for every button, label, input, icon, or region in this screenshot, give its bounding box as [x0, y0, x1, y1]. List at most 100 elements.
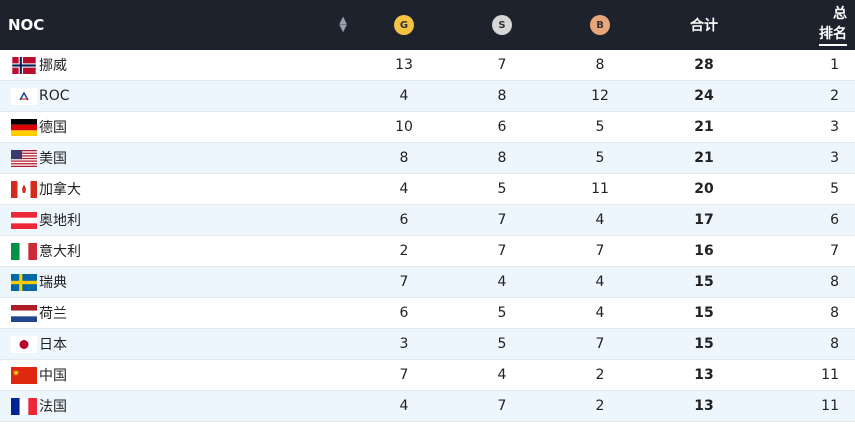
- gold-count: 10: [395, 119, 413, 135]
- table-row[interactable]: 意大利 2 7 7 16 7: [0, 236, 855, 267]
- gold-count: 8: [399, 150, 409, 166]
- gold-medal-icon: G: [394, 15, 414, 35]
- gold-count: 4: [399, 181, 409, 197]
- rank-value: 5: [830, 181, 839, 197]
- total-column-header[interactable]: 合计: [649, 15, 759, 35]
- country-name[interactable]: 加拿大: [39, 182, 81, 198]
- country-name[interactable]: 法国: [39, 399, 67, 415]
- table-row[interactable]: 加拿大 4 5 11 20 5: [0, 174, 855, 205]
- country-name[interactable]: 瑞典: [39, 275, 67, 291]
- gold-count: 4: [399, 88, 409, 104]
- country-cell[interactable]: 加拿大: [0, 179, 355, 199]
- austria-flag-icon: [11, 211, 37, 229]
- total-count: 17: [694, 212, 714, 228]
- country-name[interactable]: 意大利: [39, 244, 81, 260]
- country-cell[interactable]: 意大利: [0, 241, 355, 261]
- country-cell[interactable]: ROC: [0, 87, 355, 105]
- total-count: 28: [694, 57, 714, 73]
- silver-count: 5: [497, 305, 507, 321]
- country-name[interactable]: 荷兰: [39, 306, 67, 322]
- country-cell[interactable]: 挪威: [0, 55, 355, 75]
- rank-column-header[interactable]: 总 排名: [759, 0, 855, 50]
- country-name[interactable]: ROC: [39, 88, 70, 104]
- country-cell[interactable]: 法国: [0, 396, 355, 416]
- total-count: 16: [694, 243, 714, 259]
- table-header: NOC ▲ ▼ G S B 合计 总 排名: [0, 0, 855, 50]
- rank-value: 7: [830, 243, 839, 259]
- table-row[interactable]: ROC 4 8 12 24 2: [0, 81, 855, 112]
- table-row[interactable]: 法国 4 7 2 13 11: [0, 391, 855, 422]
- silver-count: 4: [497, 274, 507, 290]
- bronze-count: 5: [595, 150, 605, 166]
- noc-column-header[interactable]: NOC ▲ ▼: [0, 15, 355, 35]
- country-cell[interactable]: 瑞典: [0, 272, 355, 292]
- country-name[interactable]: 德国: [39, 120, 67, 136]
- silver-medal-icon: S: [492, 15, 512, 35]
- rank-header-line1: 总: [833, 6, 847, 22]
- gold-count: 4: [399, 398, 409, 414]
- germany-flag-icon: [11, 118, 37, 136]
- country-name[interactable]: 奥地利: [39, 213, 81, 229]
- silver-count: 5: [497, 181, 507, 197]
- country-cell[interactable]: 日本: [0, 334, 355, 354]
- table-row[interactable]: 日本 3 5 7 15 8: [0, 329, 855, 360]
- gold-column-header[interactable]: G: [355, 15, 453, 35]
- country-cell[interactable]: 荷兰: [0, 303, 355, 323]
- bronze-count: 2: [595, 398, 605, 414]
- table-row[interactable]: 荷兰 6 5 4 15 8: [0, 298, 855, 329]
- bronze-count: 4: [595, 212, 605, 228]
- rank-value: 2: [830, 88, 839, 104]
- table-row[interactable]: 奥地利 6 7 4 17 6: [0, 205, 855, 236]
- canada-flag-icon: [11, 180, 37, 198]
- rank-value: 8: [830, 336, 839, 352]
- table-row[interactable]: 中国 7 4 2 13 11: [0, 360, 855, 391]
- country-cell[interactable]: 中国: [0, 365, 355, 385]
- country-cell[interactable]: 奥地利: [0, 210, 355, 230]
- silver-count: 7: [497, 212, 507, 228]
- silver-count: 7: [497, 57, 507, 73]
- france-flag-icon: [11, 397, 37, 415]
- japan-flag-icon: [11, 335, 37, 353]
- gold-count: 6: [399, 305, 409, 321]
- table-row[interactable]: 美国 8 8 5 21 3: [0, 143, 855, 174]
- rank-value: 1: [830, 57, 839, 73]
- bronze-column-header[interactable]: B: [551, 15, 649, 35]
- gold-count: 7: [399, 274, 409, 290]
- rank-value: 3: [830, 150, 839, 166]
- silver-count: 6: [497, 119, 507, 135]
- country-name[interactable]: 挪威: [39, 58, 67, 74]
- silver-count: 8: [497, 150, 507, 166]
- bronze-count: 7: [595, 243, 605, 259]
- table-row[interactable]: 挪威 13 7 8 28 1: [0, 50, 855, 81]
- country-name[interactable]: 中国: [39, 368, 67, 384]
- bronze-count: 11: [591, 181, 609, 197]
- total-count: 15: [694, 305, 714, 321]
- rank-value: 3: [830, 119, 839, 135]
- silver-count: 8: [497, 88, 507, 104]
- total-count: 13: [694, 398, 714, 414]
- usa-flag-icon: [11, 149, 37, 167]
- table-row[interactable]: 德国 10 6 5 21 3: [0, 112, 855, 143]
- silver-column-header[interactable]: S: [453, 15, 551, 35]
- rank-value: 8: [830, 274, 839, 290]
- norway-flag-icon: [11, 56, 37, 74]
- italy-flag-icon: [11, 242, 37, 260]
- country-cell[interactable]: 美国: [0, 148, 355, 168]
- table-body: 挪威 13 7 8 28 1 ROC 4 8 12 24 2 德国 10 6 5 21 3 美国 8 8 5 21 3 加拿大 4…: [0, 50, 855, 422]
- gold-count: 2: [399, 243, 409, 259]
- rank-value: 11: [821, 398, 839, 414]
- bronze-count: 4: [595, 305, 605, 321]
- country-name[interactable]: 日本: [39, 337, 67, 353]
- total-count: 15: [694, 274, 714, 290]
- total-count: 21: [694, 150, 714, 166]
- total-count: 20: [694, 181, 714, 197]
- bronze-count: 2: [595, 367, 605, 383]
- country-name[interactable]: 美国: [39, 151, 67, 167]
- silver-count: 4: [497, 367, 507, 383]
- country-cell[interactable]: 德国: [0, 117, 355, 137]
- rank-value: 11: [821, 367, 839, 383]
- table-row[interactable]: 瑞典 7 4 4 15 8: [0, 267, 855, 298]
- sweden-flag-icon: [11, 273, 37, 291]
- sort-icon[interactable]: ▲ ▼: [339, 15, 347, 34]
- total-count: 21: [694, 119, 714, 135]
